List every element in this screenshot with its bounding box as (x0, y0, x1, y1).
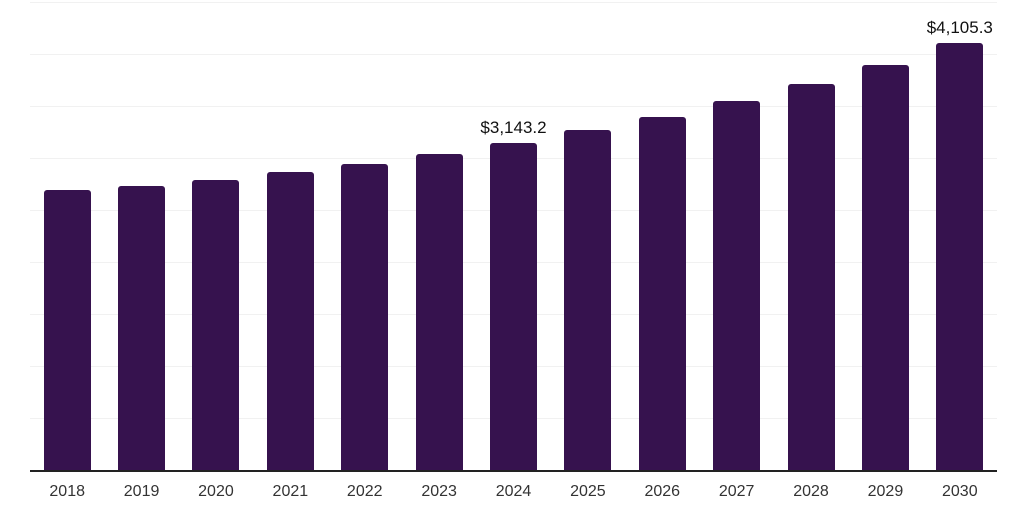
x-axis-line (30, 470, 997, 472)
plot-area: $3,143.2 $4,105.3 (30, 2, 997, 472)
x-tick-2019: 2019 (123, 483, 160, 500)
bar-2029 (861, 64, 909, 470)
x-tick-2029: 2029 (867, 483, 904, 500)
bar-2022 (341, 163, 389, 470)
gridline (30, 106, 997, 107)
x-axis-labels: 2018 2019 2020 2021 2022 2023 2024 2025 2026 2027… (0, 482, 1024, 504)
bar-2026 (638, 116, 686, 470)
bar-2028 (787, 83, 835, 470)
x-tick-2030: 2030 (942, 483, 978, 500)
x-tick-2024: 2024 (495, 483, 532, 500)
x-tick-2018: 2018 (49, 483, 85, 500)
gridline (30, 54, 997, 55)
x-tick-2022: 2022 (346, 483, 383, 500)
x-tick-2025: 2025 (570, 483, 606, 500)
bar-2027 (713, 101, 761, 470)
bar-2021 (266, 172, 314, 470)
x-tick-2020: 2020 (198, 483, 234, 500)
bar-2024 (490, 143, 537, 470)
value-label-2030: $4,105.3 (926, 18, 993, 38)
x-tick-2023: 2023 (421, 483, 457, 500)
bar-2030 (936, 43, 984, 470)
bar-2018 (43, 190, 91, 470)
x-tick-2026: 2026 (644, 483, 681, 500)
value-label-2024: $3,143.2 (480, 118, 547, 138)
x-tick-2021: 2021 (272, 483, 309, 500)
bar-2020 (192, 180, 240, 470)
x-tick-2027: 2027 (718, 483, 755, 500)
bar-2023 (415, 153, 463, 470)
bar-2025 (564, 130, 612, 470)
gridline (30, 2, 997, 3)
x-tick-2028: 2028 (793, 483, 829, 500)
bar-2019 (118, 185, 166, 470)
